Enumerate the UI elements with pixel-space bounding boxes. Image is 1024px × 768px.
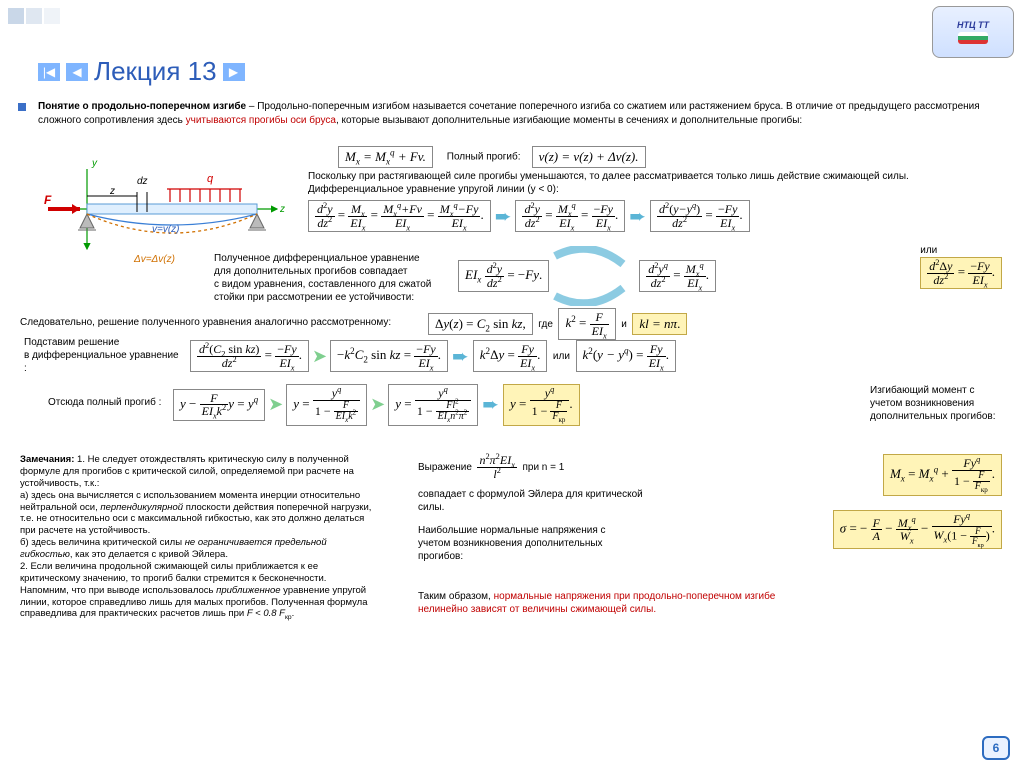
eq-sigma-final: σ = − FA − MxqWx − FyqWx(1 − FFкр).: [833, 510, 1002, 549]
max-stress-note-text: Наибольшие нормальные напряжения с учето…: [418, 524, 638, 563]
subst-row: d2(C2 sin kz)dz2 = −FyEIx. ➤ −k2C2 sin k…: [190, 340, 676, 372]
eq-k2dy: k2Δy = FyEIx.: [473, 340, 548, 372]
svg-text:y: y: [91, 158, 98, 169]
euler-row: Выражение n2π2EIxl2 при n = 1: [418, 454, 564, 480]
svg-text:v=v(z): v=v(z): [152, 224, 180, 235]
eq-d2y-diff: d2(y−yq)dz2 = −FyEIx.: [650, 200, 750, 232]
moment-hl: Mx = Mxq + Fyq1 − FFкр.: [883, 454, 1002, 496]
full-deflection-label: Полный прогиб:: [447, 151, 521, 162]
diff-eq-row2: EIx d2ydz2 = −Fy. d2yqdz2 = MxqEIx.: [458, 260, 716, 292]
eq-d2y-2: d2ydz2 = MxqEIx = −FyEIx.: [515, 200, 625, 232]
curved-arrow-icon: [545, 246, 635, 306]
eq-eix: EIx d2ydz2 = −Fy.: [458, 260, 549, 292]
lecture-title: Лекция 13: [94, 56, 217, 87]
or-hl-1: или d2Δydz2 = −FyEIx.: [920, 244, 1002, 289]
svg-text:z: z: [109, 186, 115, 197]
consequently-text: Следовательно, решение полученного уравн…: [20, 316, 391, 329]
intro-bullet: Понятие о продольно-поперечном изгибе – …: [18, 100, 1006, 127]
arrow-icon: ➨: [452, 344, 469, 369]
title-row: |◀ ◀ Лекция 13 ▶: [38, 56, 245, 87]
beam-diagram: z dz y z q F v=v(z) Δv=Δv(z): [42, 154, 292, 264]
eq-kl: kl = nπ.: [632, 313, 687, 335]
content-area: Понятие о продольно-поперечном изгибе – …: [18, 100, 1006, 756]
diff-note-text: Полученное дифференциальное уравнение дл…: [214, 252, 444, 304]
moment-formula-row: Mx = Mxq + Fv. Полный прогиб: v(z) = v(z…: [338, 146, 646, 168]
eq-dy-sin: Δy(z) = C2 sin kz,: [428, 313, 533, 335]
arrow-icon: ➨: [482, 392, 499, 417]
eq-y2: y = yq1 − FEIxk2: [286, 384, 367, 426]
sigma-hl: σ = − FA − MxqWx − FyqWx(1 − FFкр).: [833, 510, 1002, 549]
eq-subst2: −k2C2 sin kz = −FyEIx.: [330, 340, 448, 372]
eq-d2y: d2ydz2 = MxEIx = Mxq+FvEIx = Mxq−FyEIx.: [308, 200, 491, 232]
logo-badge: НТЦ ТТ: [932, 6, 1014, 58]
eq-subst1: d2(C2 sin kz)dz2 = −FyEIx.: [190, 340, 309, 372]
tensile-note: Поскольку при растягивающей силе прогибы…: [308, 170, 998, 196]
hence-full-label: Отсюда полный прогиб :: [48, 396, 161, 409]
arrow-icon: ➨: [629, 204, 646, 229]
bullet-icon: [18, 103, 26, 111]
eq-euler-expr: n2π2EIxl2: [477, 454, 516, 480]
eq-y3: y = yq1 − Fl2EIxn2π2: [388, 384, 478, 426]
subst-text: Подставим решение в дифференциальное ура…: [24, 336, 184, 375]
formula-mx: Mx = Mxq + Fv.: [338, 146, 433, 168]
formula-vz: v(z) = v(z) + Δv(z).: [532, 146, 646, 168]
green-arrow-icon: ➤: [268, 394, 283, 415]
svg-text:z: z: [279, 204, 285, 215]
eq-k2: k2 = FEIx: [558, 308, 615, 340]
svg-text:Δv=Δv(z): Δv=Δv(z): [133, 254, 175, 264]
nav-next-icon[interactable]: ▶: [223, 63, 245, 81]
solution-row: Δy(z) = C2 sin kz, где k2 = FEIx и kl = …: [428, 308, 687, 340]
nav-prev-icon[interactable]: ◀: [66, 63, 88, 81]
eq-d2dy-hl: d2Δydz2 = −FyEIx.: [920, 257, 1002, 289]
euler-note: совпадает с формулой Эйлера для критичес…: [418, 488, 648, 514]
logo-flag: [958, 32, 988, 44]
intro-text: Понятие о продольно-поперечном изгибе – …: [38, 100, 1006, 127]
moment-note-text: Изгибающий момент с учетом возникновения…: [870, 384, 1002, 423]
nav-first-icon[interactable]: |◀: [38, 63, 60, 81]
diff-eq-row: d2ydz2 = MxEIx = Mxq+FvEIx = Mxq−FyEIx. …: [308, 200, 750, 232]
eq-y-final: y = yq1 − FFкр.: [503, 384, 580, 426]
full-deflection-row: y − FEIxk2y = yq ➤ y = yq1 − FEIxk2 ➤ y …: [173, 384, 580, 426]
eq-mx-final: Mx = Mxq + Fyq1 − FFкр.: [883, 454, 1002, 496]
intro-heading: Понятие о продольно-поперечном изгибе: [38, 101, 246, 112]
svg-text:q: q: [207, 173, 214, 185]
conclusion-text: Таким образом, нормальные напряжения при…: [418, 590, 778, 616]
corner-decoration: [8, 8, 60, 24]
eq-y1: y − FEIxk2y = yq: [173, 389, 265, 421]
eq-k2yy: k2(y − yq) = FyEIx.: [576, 340, 677, 372]
svg-text:F: F: [44, 193, 52, 207]
arrow-icon: ➨: [495, 204, 512, 229]
svg-text:dz: dz: [137, 176, 148, 187]
green-arrow-icon: ➤: [312, 346, 327, 367]
logo-text: НТЦ ТТ: [957, 20, 989, 30]
page-number: 6: [982, 736, 1010, 760]
eq-d2yq: d2yqdz2 = MxqEIx.: [639, 260, 716, 292]
green-arrow-icon: ➤: [370, 394, 385, 415]
remarks-block: Замечания: 1. Не следует отождествлять к…: [20, 454, 372, 620]
